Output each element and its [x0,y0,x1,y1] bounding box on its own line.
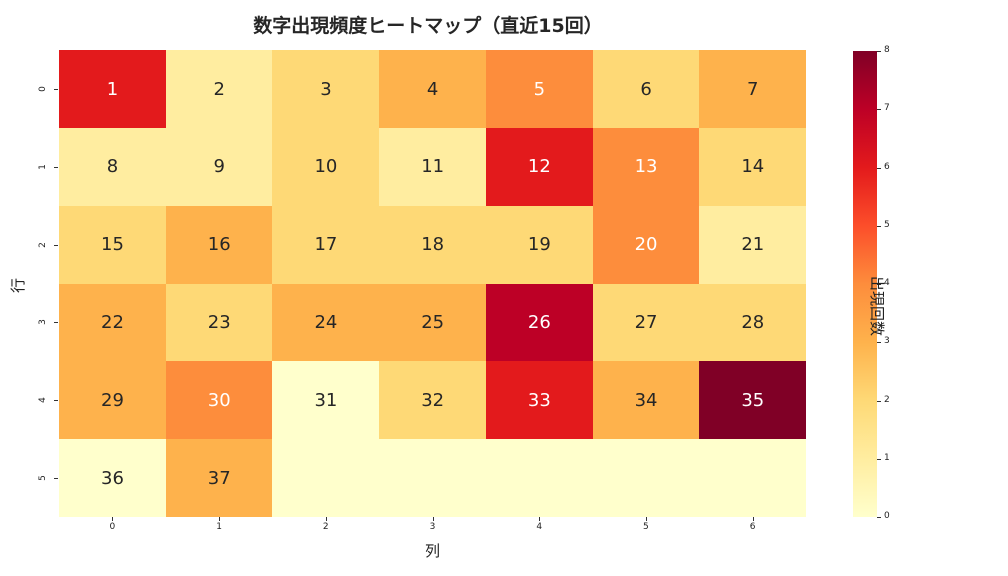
heatmap-cell: 4 [379,50,487,128]
heatmap-cell: 37 [165,439,273,518]
y-tick-label: 1 [38,163,48,170]
colorbar-tick-label: 4 [884,278,890,288]
colorbar-tick-mark [877,517,881,518]
y-tick-mark [54,166,58,168]
colorbar-tick-mark [877,167,881,169]
heatmap-cell: 1 [59,50,166,128]
colorbar-tick-mark [877,51,881,52]
x-tick-mark [112,517,114,521]
x-tick-label: 4 [536,522,543,532]
y-tick-mark [54,478,58,480]
y-axis-label: 行 [9,277,28,294]
x-tick-label: 6 [749,522,756,532]
x-tick-mark [752,517,754,521]
heatmap-cell: 19 [485,205,593,284]
heatmap-cell [592,439,700,518]
heatmap-cell: 15 [59,205,166,284]
colorbar-tick-mark [877,225,881,227]
y-tick-mark [54,244,58,246]
y-tick-label: 0 [38,86,48,92]
heatmap-cell: 23 [165,283,273,362]
heatmap-cell: 9 [165,127,273,206]
heatmap-cell: 28 [699,283,807,362]
heatmap-cell [699,439,807,518]
heatmap-cell: 21 [699,205,807,284]
colorbar-tick-label: 1 [884,452,890,463]
heatmap-cell: 36 [59,439,166,518]
colorbar-tick-mark [877,109,881,111]
heatmap-cell: 22 [59,283,166,362]
x-tick-label: 3 [429,522,436,532]
y-tick-mark [54,322,58,324]
x-tick-mark [539,517,541,521]
y-tick-mark [54,88,58,90]
heatmap-cell [485,439,593,518]
heatmap-cell: 11 [379,127,487,206]
heatmap-cell: 26 [485,283,593,362]
heatmap-cell: 32 [379,361,487,440]
colorbar-tick-mark [877,458,881,460]
x-axis-label: 列 [424,542,440,560]
x-tick-mark [325,517,327,521]
heatmap-cell: 3 [272,50,380,128]
colorbar-label: 出現回数 [868,276,886,337]
colorbar-tick-mark [877,284,881,285]
colorbar-tick-label: 2 [884,394,890,405]
heatmap-cell: 25 [379,283,487,362]
x-tick-label: 2 [322,522,329,532]
x-tick-label: 0 [109,522,116,532]
heatmap-cell: 30 [165,361,273,440]
heatmap-cell: 16 [165,205,273,284]
heatmap-cell: 24 [272,283,380,362]
colorbar-tick-mark [877,342,881,344]
heatmap-grid: 1 2 3 4 5 6 7 8 9 10 11 12 13 14 15 16 17 18 19 20 21 22 23 24 2… [59,50,807,518]
heatmap-cell: 17 [272,205,380,284]
colorbar-tick-mark [877,400,881,402]
colorbar-tick-label: 8 [884,45,890,55]
heatmap-cell: 31 [272,361,380,440]
colorbar-tick-label: 3 [884,336,890,347]
y-tick-mark [54,400,58,402]
x-tick-mark [432,517,434,521]
colorbar-tick-label: 5 [884,219,890,230]
x-tick-label: 5 [643,522,649,532]
y-tick-label: 3 [38,319,48,326]
heatmap-cell: 34 [592,361,700,440]
heatmap-cell: 29 [59,361,166,440]
heatmap-cell: 8 [59,127,166,206]
x-tick-label: 1 [216,522,222,532]
y-tick-label: 2 [38,241,48,248]
colorbar-tick-label: 0 [884,511,890,521]
colorbar-tick-label: 6 [884,161,890,172]
heatmap-cell: 35 [699,361,807,440]
y-tick-label: 4 [38,397,48,404]
heatmap-cell: 12 [485,127,593,206]
heatmap-cell: 6 [592,50,700,128]
heatmap-cell: 33 [485,361,593,440]
y-tick-label: 5 [38,475,48,481]
chart-title: 数字出現頻度ヒートマップ（直近15回） [253,15,603,37]
colorbar-tick-label: 7 [884,103,890,114]
heatmap-cell: 10 [272,127,380,206]
heatmap-cell: 14 [699,127,807,206]
heatmap-cell: 20 [592,205,700,284]
heatmap-cell: 5 [485,50,593,128]
heatmap-cell [272,439,380,518]
colorbar [853,51,877,517]
heatmap-cell: 27 [592,283,700,362]
x-tick-mark [219,517,221,521]
heatmap-cell: 7 [699,50,807,128]
heatmap-cell: 13 [592,127,700,206]
x-tick-mark [645,517,647,521]
heatmap-cell: 18 [379,205,487,284]
heatmap-cell: 2 [165,50,273,128]
heatmap-cell [379,439,487,518]
